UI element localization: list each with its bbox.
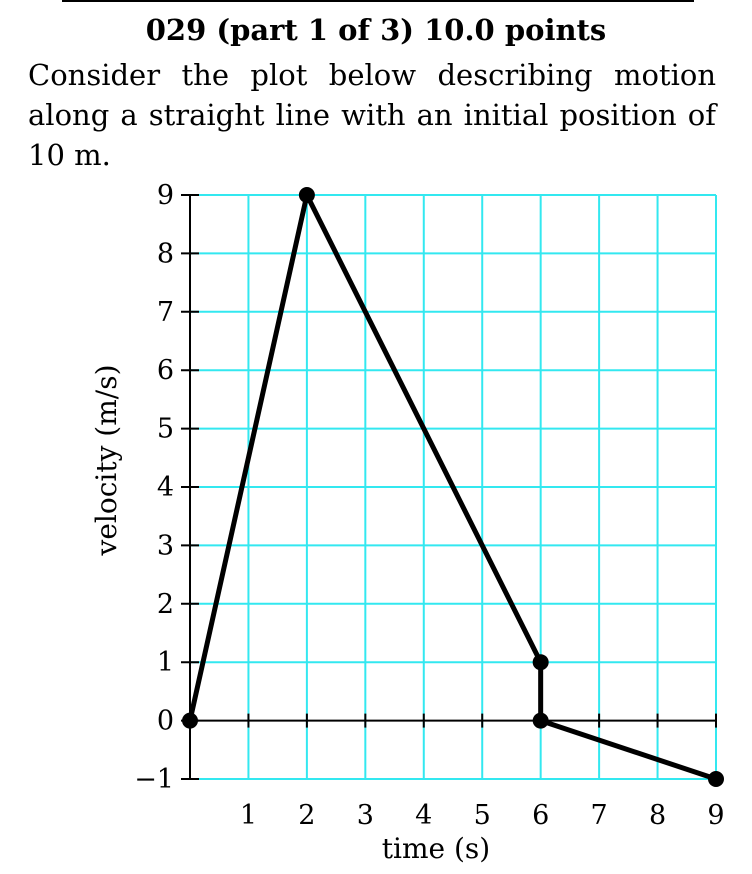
y-tick-label: 7 bbox=[157, 297, 174, 328]
grid bbox=[190, 194, 717, 780]
y-tick-label: 6 bbox=[157, 355, 174, 386]
data-point bbox=[298, 187, 315, 203]
problem-header: 029 (part 1 of 3) 10.0 points bbox=[145, 13, 607, 47]
x-tick-label: 1 bbox=[240, 800, 257, 831]
x-tick-label: 3 bbox=[357, 800, 374, 831]
y-tick-label: 0 bbox=[157, 706, 174, 737]
data-point bbox=[708, 771, 724, 787]
x-tick-label: 6 bbox=[532, 800, 549, 831]
data-point bbox=[532, 654, 549, 671]
x-tick-label: 4 bbox=[415, 800, 432, 831]
y-tick-label: 5 bbox=[157, 414, 174, 445]
x-axis-label: time (s) bbox=[382, 832, 490, 865]
x-tick-label: 8 bbox=[649, 800, 666, 831]
x-tick-label: 2 bbox=[298, 800, 315, 831]
x-tick-label: 9 bbox=[707, 800, 724, 831]
y-axis-label: velocity (m/s) bbox=[90, 364, 123, 556]
axes bbox=[181, 194, 717, 780]
problem-text: Consider the plot below describing motio… bbox=[28, 58, 716, 172]
data-point bbox=[532, 712, 549, 729]
x-tick-label: 7 bbox=[591, 800, 608, 831]
y-tick-label: 1 bbox=[157, 647, 174, 678]
y-tick-label: 9 bbox=[157, 180, 174, 211]
y-tick-label: 4 bbox=[157, 472, 174, 503]
x-tick-label: 5 bbox=[474, 800, 491, 831]
y-tick-label: −1 bbox=[134, 764, 174, 795]
data-point bbox=[182, 712, 198, 729]
y-tick-label: 3 bbox=[157, 530, 174, 561]
y-tick-label: 2 bbox=[157, 589, 174, 620]
tick-labels: −1 0 1 2 3 4 5 6 7 8 9 1 2 3 4 5 6 7 8 9 bbox=[134, 180, 724, 831]
top-rule bbox=[62, 0, 694, 2]
data-points bbox=[182, 187, 724, 787]
y-tick-label: 8 bbox=[157, 238, 174, 269]
